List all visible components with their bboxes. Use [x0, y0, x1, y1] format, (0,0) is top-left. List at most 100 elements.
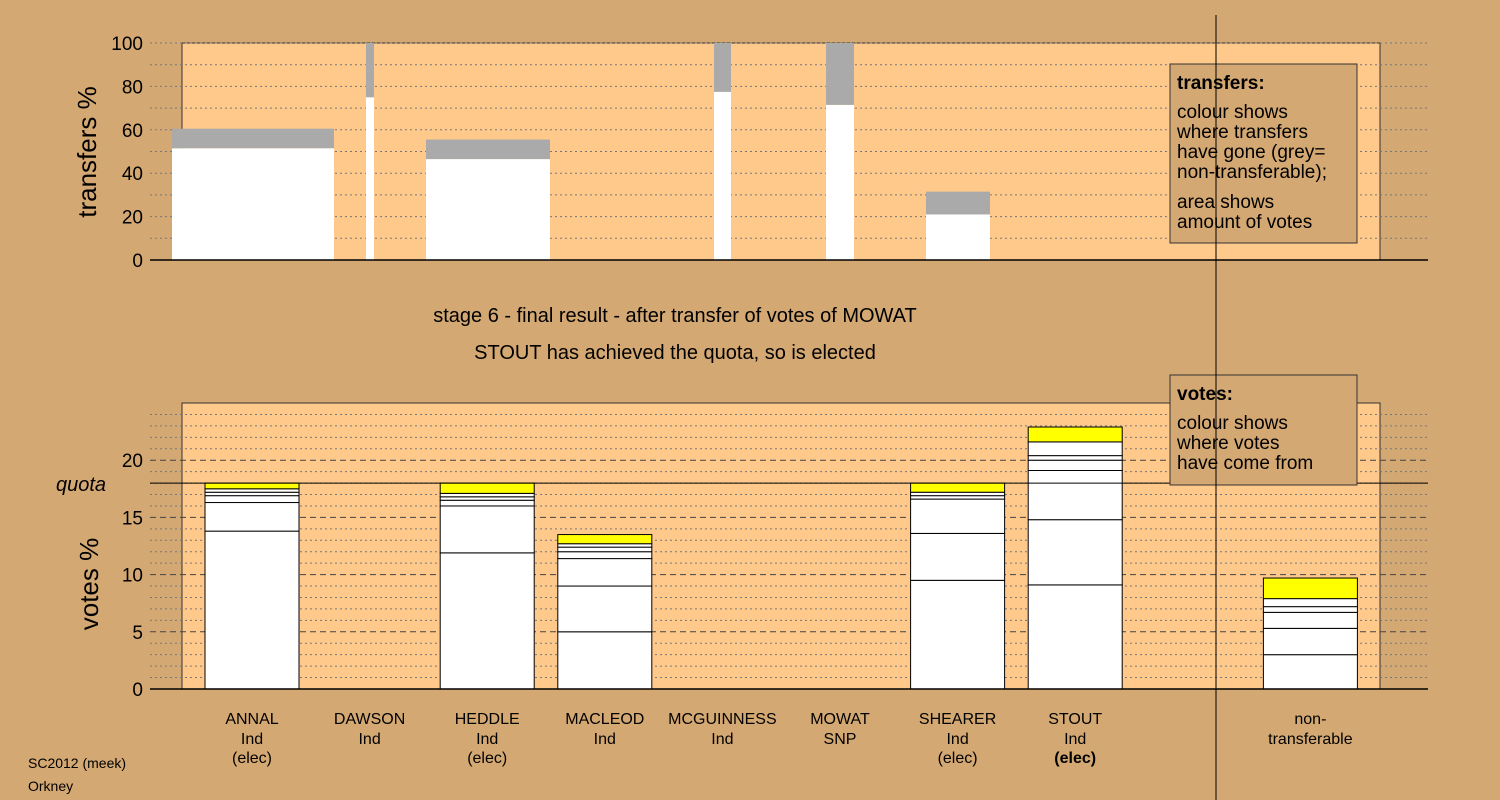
vote-segment	[910, 498, 1006, 534]
vote-segment	[1262, 598, 1358, 608]
vote-transfer-segment	[204, 482, 300, 490]
category-label: HEDDLE	[455, 711, 520, 728]
category-label: non-	[1294, 711, 1326, 728]
votes-y-tick-label: 5	[132, 623, 143, 644]
category-label: Ind	[358, 731, 380, 748]
category-label: Ind	[476, 731, 498, 748]
transfers-bar-white	[426, 159, 550, 260]
category-labels: ANNAL Ind (elec) DAWSON Ind HEDDLE Ind (elec) MA…	[225, 711, 1352, 767]
votes-legend-line: colour shows	[1177, 413, 1288, 434]
vote-segment	[204, 502, 300, 532]
vote-segment	[1027, 469, 1123, 521]
category-label: Ind	[1064, 731, 1086, 748]
vote-segment	[204, 488, 300, 493]
category-label: ANNAL	[225, 711, 278, 728]
transfers-bar-white	[172, 148, 334, 260]
transfers-legend-box: transfers: colour shows where transfers …	[1169, 63, 1358, 244]
transfers-bar-white	[366, 97, 374, 260]
vote-segment	[910, 495, 1006, 500]
votes-legend-title: votes:	[1177, 384, 1233, 405]
vote-transfer-segment	[910, 482, 1006, 493]
transfers-legend-line: where transfers	[1176, 122, 1308, 143]
vote-segment	[439, 492, 535, 498]
votes-legend-line: have come from	[1177, 453, 1313, 474]
votes-bars	[204, 426, 1358, 690]
vote-transfer-segment	[1262, 577, 1358, 600]
votes-y-tick-label: 15	[122, 508, 143, 529]
category-label: Ind	[946, 731, 968, 748]
vote-transfer-segment	[557, 534, 653, 545]
transfers-y-tick-label: 60	[122, 121, 143, 142]
votes-chart: quota 0 5 10 15 20 votes % votes: colour sho…	[56, 374, 1428, 767]
stage-description: stage 6 - final result - after transfer …	[433, 305, 917, 327]
vote-segment	[439, 505, 535, 554]
transfers-bar-grey	[426, 139, 550, 160]
category-label: STOUT	[1048, 711, 1102, 728]
votes-y-ticks: 0 5 10 15 20	[122, 451, 143, 701]
transfers-y-tick-label: 0	[132, 251, 143, 272]
stage-result: STOUT has achieved the quota, so is elec…	[474, 342, 876, 364]
vote-segment	[1262, 654, 1358, 690]
votes-legend-line: where votes	[1176, 433, 1279, 454]
transfers-bar-grey	[366, 43, 374, 98]
transfers-legend-line: area shows	[1177, 192, 1274, 213]
vote-segment	[1027, 519, 1123, 586]
vote-segment	[557, 546, 653, 553]
transfers-legend-line: have gone (grey=	[1177, 142, 1325, 163]
transfers-bar-grey	[826, 43, 854, 105]
category-label: (elec)	[1054, 750, 1096, 767]
vote-segment	[439, 552, 535, 690]
transfers-bar-white	[714, 91, 731, 260]
votes-y-tick-label: 20	[122, 451, 143, 472]
category-label: MACLEOD	[565, 711, 644, 728]
category-label: Ind	[711, 731, 733, 748]
category-label: DAWSON	[334, 711, 405, 728]
vote-segment	[1262, 627, 1358, 656]
votes-y-axis-title: votes %	[74, 538, 104, 631]
vote-segment	[1027, 584, 1123, 690]
vote-segment	[557, 551, 653, 560]
transfers-y-tick-label: 100	[111, 34, 143, 55]
vote-segment	[439, 499, 535, 507]
vote-segment	[204, 495, 300, 504]
transfers-y-tick-label: 20	[122, 208, 143, 229]
transfers-legend-title: transfers:	[1177, 73, 1265, 94]
vote-segment	[557, 558, 653, 587]
quota-label: quota	[56, 474, 106, 496]
votes-legend-box: votes: colour shows where votes have com…	[1169, 374, 1358, 486]
category-label: SHEARER	[919, 711, 996, 728]
transfers-y-tick-label: 80	[122, 77, 143, 98]
transfers-legend-line: amount of votes	[1177, 212, 1312, 233]
transfers-y-tick-label: 40	[122, 164, 143, 185]
vote-segment	[1027, 441, 1123, 457]
vote-segment	[910, 491, 1006, 497]
transfers-y-axis-title: transfers %	[72, 86, 102, 218]
transfers-bar-white	[826, 104, 854, 260]
vote-segment	[1027, 459, 1123, 471]
footer-method: SC2012 (meek)	[28, 755, 126, 771]
transfers-bar-grey	[172, 128, 334, 149]
vote-segment	[204, 491, 300, 497]
transfers-bars	[172, 43, 990, 260]
footer-constituency: Orkney	[28, 778, 73, 794]
vote-segment	[557, 585, 653, 633]
transfers-bar-white	[926, 214, 990, 260]
vote-segment	[1262, 611, 1358, 629]
transfers-legend-line: non-transferable);	[1177, 162, 1327, 183]
category-label: MOWAT	[810, 711, 870, 728]
vote-transfer-segment	[439, 482, 535, 494]
category-label: Ind	[594, 731, 616, 748]
transfers-legend-line: colour shows	[1177, 102, 1288, 123]
vote-segment	[557, 631, 653, 690]
vote-segment	[204, 530, 300, 690]
transfers-chart: 0 20 40 60 80 100 transfers % transfers: colo…	[72, 34, 1428, 272]
votes-y-tick-label: 0	[132, 680, 143, 701]
vote-segment	[910, 532, 1006, 581]
transfers-bar-grey	[926, 191, 990, 215]
category-label: SNP	[824, 731, 857, 748]
votes-y-tick-label: 10	[122, 566, 143, 587]
category-label: transferable	[1268, 731, 1353, 748]
category-label: (elec)	[467, 750, 507, 767]
vote-segment	[1027, 455, 1123, 461]
